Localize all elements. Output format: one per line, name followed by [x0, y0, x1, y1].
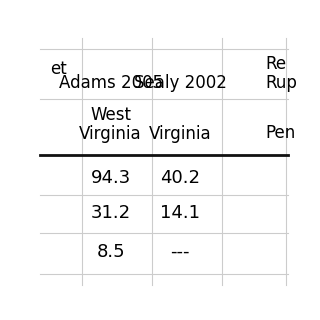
Text: Sealy 2002: Sealy 2002 — [134, 74, 227, 92]
Text: 94.3: 94.3 — [91, 169, 131, 187]
Text: Virginia: Virginia — [149, 125, 212, 143]
Text: ---: --- — [170, 243, 190, 260]
Text: Pen: Pen — [266, 124, 296, 142]
Text: 40.2: 40.2 — [160, 169, 200, 187]
Text: Re: Re — [266, 55, 287, 73]
Text: Rup: Rup — [266, 74, 298, 92]
Text: Adams 2005: Adams 2005 — [59, 74, 163, 92]
Text: West: West — [90, 106, 131, 124]
Text: Virginia: Virginia — [79, 125, 142, 143]
Text: 31.2: 31.2 — [91, 204, 131, 222]
Text: 14.1: 14.1 — [160, 204, 200, 222]
Text: 8.5: 8.5 — [96, 243, 125, 260]
Text: et: et — [50, 60, 67, 78]
